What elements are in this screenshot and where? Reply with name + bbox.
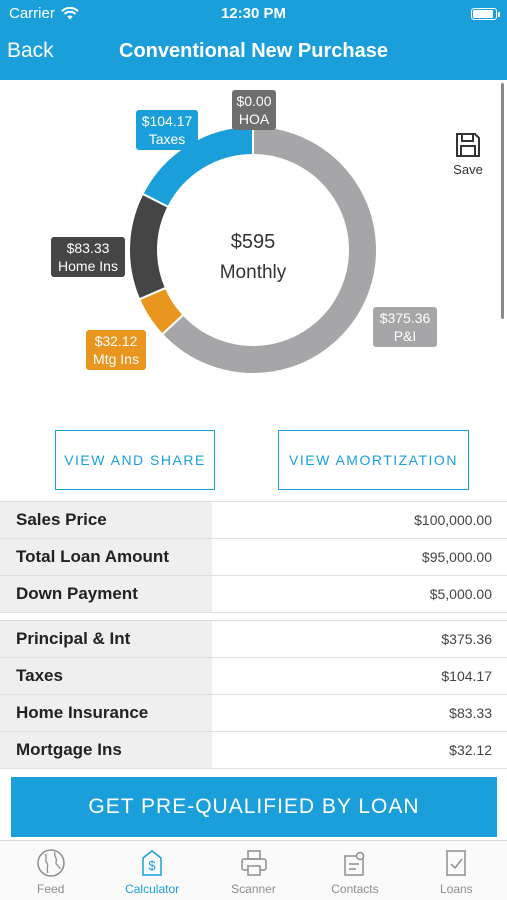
save-label: Save <box>453 162 483 177</box>
svg-text:$: $ <box>148 858 156 873</box>
loan-summary-table: Sales Price $100,000.00 Total Loan Amount $… <box>0 501 507 613</box>
home-ins-amount: $83.33 <box>66 240 110 256</box>
tab-scanner-label: Scanner <box>231 882 276 896</box>
page-title: Conventional New Purchase <box>119 40 388 62</box>
chart-center-label: Monthly <box>220 262 287 283</box>
back-button[interactable]: Back <box>7 39 54 62</box>
row-label: Sales Price <box>0 502 212 538</box>
loan-table-row: Sales Price $100,000.00 <box>0 502 507 539</box>
row-value: $104.17 <box>441 668 492 684</box>
row-label: Principal & Int <box>0 621 212 657</box>
taxes-amount-label: $104.17 Taxes <box>136 110 198 150</box>
home-ins-name: Home Ins <box>58 258 118 274</box>
row-label: Home Insurance <box>0 695 212 731</box>
donut-slice-home-ins[interactable] <box>128 192 170 301</box>
row-label: Mortgage Ins <box>0 732 212 768</box>
row-label: Down Payment <box>0 576 212 612</box>
row-value: $5,000.00 <box>429 586 492 602</box>
tab-loans[interactable]: Loans <box>406 841 507 900</box>
status-bar: Carrier 12:30 PM <box>0 5 507 25</box>
loan-table-row: Down Payment $5,000.00 <box>0 576 507 613</box>
mtg-ins-name: Mtg Ins <box>93 351 139 367</box>
document-check-icon <box>446 850 467 876</box>
row-value: $375.36 <box>441 631 492 647</box>
tab-scanner[interactable]: Scanner <box>203 841 304 900</box>
payment-breakdown-table: Principal & Int $375.36 Taxes $104.17 Home I… <box>0 620 507 769</box>
tab-bar: Feed $ Calculator Scanner Contacts Loans <box>0 840 507 900</box>
chart-center-amount: $595 <box>231 231 276 253</box>
row-value: $95,000.00 <box>421 549 492 565</box>
contacts-icon <box>344 851 365 876</box>
tab-calculator[interactable]: $ Calculator <box>101 841 202 900</box>
row-label: Taxes <box>0 658 212 694</box>
tab-contacts-label: Contacts <box>331 882 379 896</box>
tab-feed[interactable]: Feed <box>0 841 101 900</box>
carrier-label: Carrier <box>9 5 55 22</box>
calculator-icon: $ <box>142 850 162 876</box>
globe-icon <box>36 849 65 877</box>
payment-table-row: Home Insurance $83.33 <box>0 695 507 732</box>
pi-name: P&I <box>393 328 417 344</box>
taxes-name: Taxes <box>148 131 186 147</box>
loan-table-row: Total Loan Amount $95,000.00 <box>0 539 507 576</box>
tab-contacts[interactable]: Contacts <box>304 841 405 900</box>
carrier-info: Carrier <box>9 5 79 22</box>
tab-loans-label: Loans <box>439 882 473 896</box>
tab-feed-label: Feed <box>37 882 65 896</box>
save-button[interactable]: Save <box>448 132 488 177</box>
payment-table-row: Principal & Int $375.36 <box>0 621 507 658</box>
wifi-icon <box>61 7 79 20</box>
row-label: Total Loan Amount <box>0 539 212 575</box>
floppy-disk-icon <box>456 133 480 157</box>
donut-slice-p-i[interactable] <box>160 124 378 375</box>
pi-amount: $375.36 <box>379 310 431 326</box>
battery-icon <box>471 8 500 20</box>
hoa-amount: $0.00 <box>236 93 272 109</box>
printer-icon <box>240 850 267 876</box>
get-pre-qualified-button[interactable]: GET PRE-QUALIFIED BY LOAN <box>11 777 497 837</box>
navigation-bar: Carrier 12:30 PM Back Conventional New P… <box>0 0 507 80</box>
hoa-name: HOA <box>238 111 270 127</box>
payment-table-row: Mortgage Ins $32.12 <box>0 732 507 769</box>
view-and-share-button[interactable]: VIEW AND SHARE <box>55 430 215 490</box>
status-time: 12:30 PM <box>220 5 287 22</box>
mtg-ins-amount-label: $32.12 Mtg Ins <box>86 330 146 370</box>
taxes-amount: $104.17 <box>141 113 193 129</box>
hoa-amount-label: $0.00 HOA <box>232 90 276 130</box>
view-amortization-button[interactable]: VIEW AMORTIZATION <box>278 430 469 490</box>
payment-table-row: Taxes $104.17 <box>0 658 507 695</box>
row-value: $32.12 <box>449 742 492 758</box>
tab-calculator-label: Calculator <box>125 882 180 896</box>
home-ins-amount-label: $83.33 Home Ins <box>51 237 125 277</box>
mtg-ins-amount: $32.12 <box>94 333 138 349</box>
scrollbar[interactable] <box>501 83 504 319</box>
row-value: $100,000.00 <box>414 512 492 528</box>
row-value: $83.33 <box>449 705 492 721</box>
pi-amount-label: $375.36 P&I <box>373 307 437 347</box>
